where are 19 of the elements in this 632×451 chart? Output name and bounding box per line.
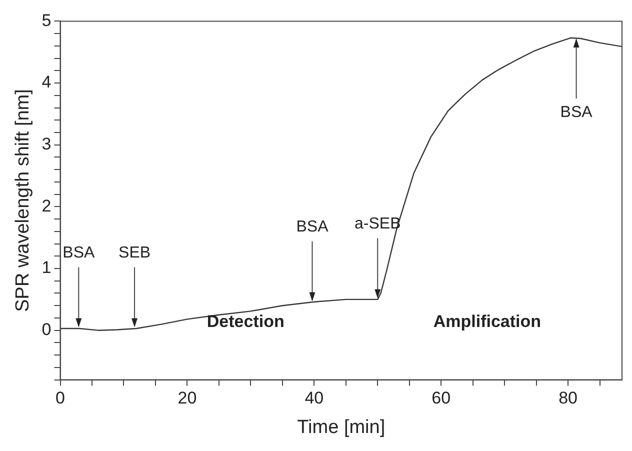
- y-tick-label: 3: [42, 134, 52, 154]
- x-tick-label: 80: [558, 388, 578, 408]
- y-tick-label: 5: [42, 10, 52, 30]
- annotation: BSA: [296, 218, 329, 236]
- annotation: Detection: [206, 312, 284, 332]
- y-tick-label: 1: [42, 258, 52, 278]
- y-tick-label: 4: [42, 72, 52, 92]
- x-tick-label: 20: [178, 388, 197, 408]
- y-tick-label: 0: [42, 320, 52, 340]
- x-tick-label: 40: [304, 388, 324, 408]
- annotation: SEB: [118, 244, 151, 262]
- annotation: BSA: [560, 104, 593, 121]
- y-axis-title: SPR wavelength shift [nm]: [12, 89, 34, 312]
- x-tick-label: 60: [432, 388, 451, 408]
- x-tick-label: 0: [56, 388, 65, 408]
- x-axis-title: Time [min]: [297, 416, 386, 438]
- annotation: BSA: [62, 244, 95, 262]
- annotation: Amplification: [433, 312, 542, 332]
- y-tick-label: 2: [42, 196, 52, 216]
